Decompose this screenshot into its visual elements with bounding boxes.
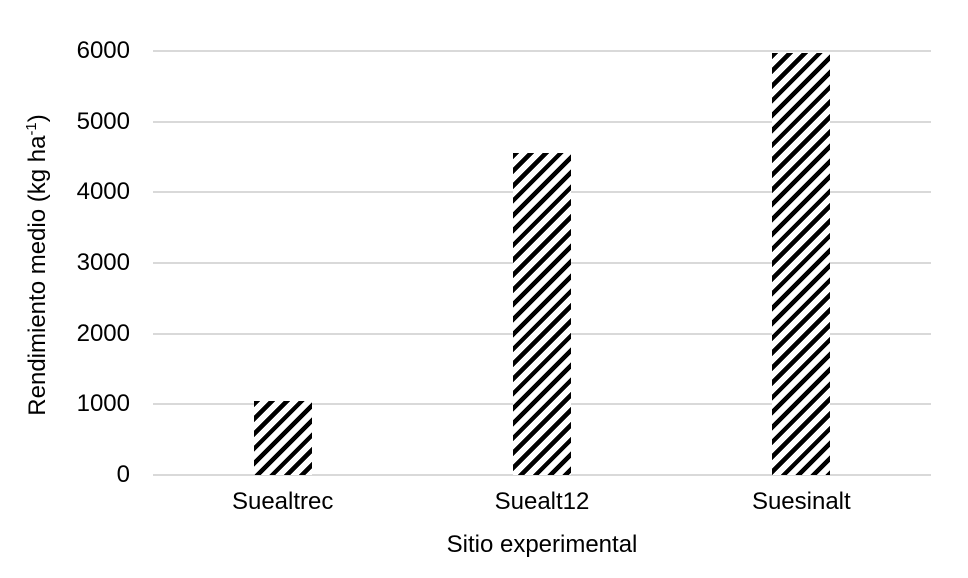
category-label-suesinalt: Suesinalt bbox=[751, 488, 851, 515]
bar-suesinalt bbox=[772, 53, 831, 475]
y-tick-label: 1000 bbox=[76, 390, 130, 418]
y-tick-label: 5000 bbox=[76, 107, 130, 135]
y-tick-label: 4000 bbox=[76, 178, 130, 206]
x-axis-line bbox=[153, 474, 931, 476]
category-label-suealt12: Suealt12 bbox=[494, 488, 590, 515]
gridline bbox=[153, 120, 931, 123]
x-axis-title: Sitio experimental bbox=[446, 531, 638, 558]
category-label-suealtrec: Suealtrec bbox=[231, 488, 334, 515]
y-tick-label: 3000 bbox=[76, 249, 130, 276]
y-tick-label: 0 bbox=[116, 461, 130, 488]
plot-area bbox=[153, 50, 931, 476]
bar-suealt12 bbox=[513, 152, 571, 475]
gridline bbox=[153, 50, 931, 52]
y-tick-label: 6000 bbox=[76, 37, 130, 64]
bar-suealtrec bbox=[253, 400, 312, 475]
y-tick-label: 2000 bbox=[76, 319, 130, 347]
